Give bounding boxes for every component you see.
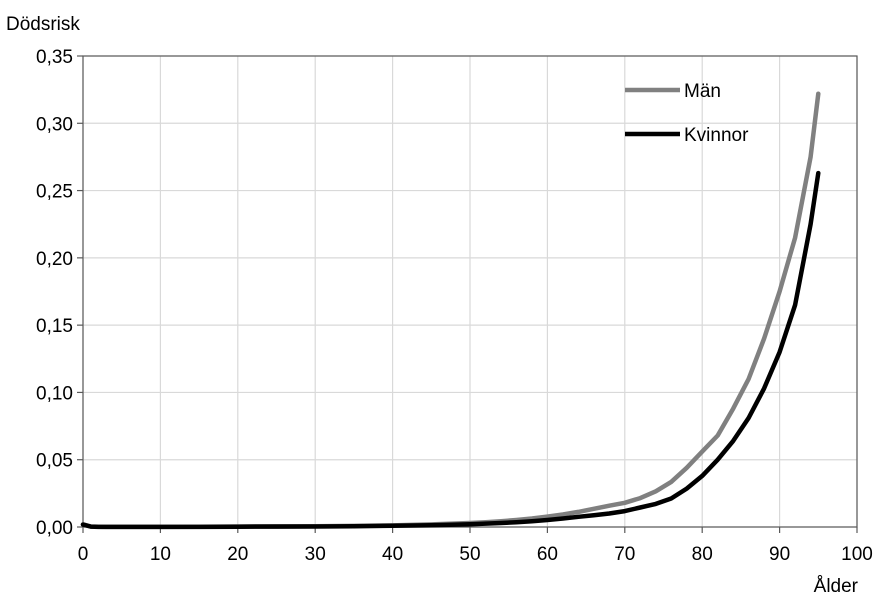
legend-label-1: Kvinnor bbox=[684, 125, 749, 146]
x-tick-label: 20 bbox=[227, 544, 248, 565]
y-axis-title: Dödsrisk bbox=[6, 14, 80, 35]
x-axis-title: Ålder bbox=[814, 576, 859, 597]
y-axis-ticks: 0,00 0,05 0,10 0,15 0,20 0,25 0,30 0,35 bbox=[36, 47, 83, 539]
x-tick-label: 0 bbox=[78, 544, 89, 565]
y-tick-label: 0,30 bbox=[36, 114, 73, 135]
y-tick-label: 0,20 bbox=[36, 249, 73, 270]
y-tick-label: 0,25 bbox=[36, 182, 73, 203]
x-tick-label: 100 bbox=[841, 544, 873, 565]
y-tick-label: 0,10 bbox=[36, 383, 73, 404]
series-lines bbox=[80, 91, 821, 530]
x-tick-label: 30 bbox=[305, 544, 326, 565]
y-tick-label: 0,00 bbox=[36, 518, 73, 539]
x-tick-label: 40 bbox=[382, 544, 403, 565]
y-tick-label: 0,15 bbox=[36, 316, 73, 337]
x-axis-ticks: 0 10 20 30 40 50 60 70 80 90 100 bbox=[78, 527, 873, 565]
series-line-1 bbox=[80, 170, 821, 530]
legend-label-0: Män bbox=[684, 81, 721, 102]
x-tick-label: 80 bbox=[692, 544, 713, 565]
x-tick-label: 10 bbox=[150, 544, 171, 565]
legend: Män Kvinnor bbox=[625, 81, 749, 146]
y-tick-label: 0,05 bbox=[36, 451, 73, 472]
x-tick-label: 70 bbox=[614, 544, 635, 565]
x-tick-label: 50 bbox=[459, 544, 480, 565]
series-line-0 bbox=[80, 91, 821, 530]
y-tick-label: 0,35 bbox=[36, 47, 73, 68]
x-tick-label: 90 bbox=[769, 544, 790, 565]
x-tick-label: 60 bbox=[537, 544, 558, 565]
